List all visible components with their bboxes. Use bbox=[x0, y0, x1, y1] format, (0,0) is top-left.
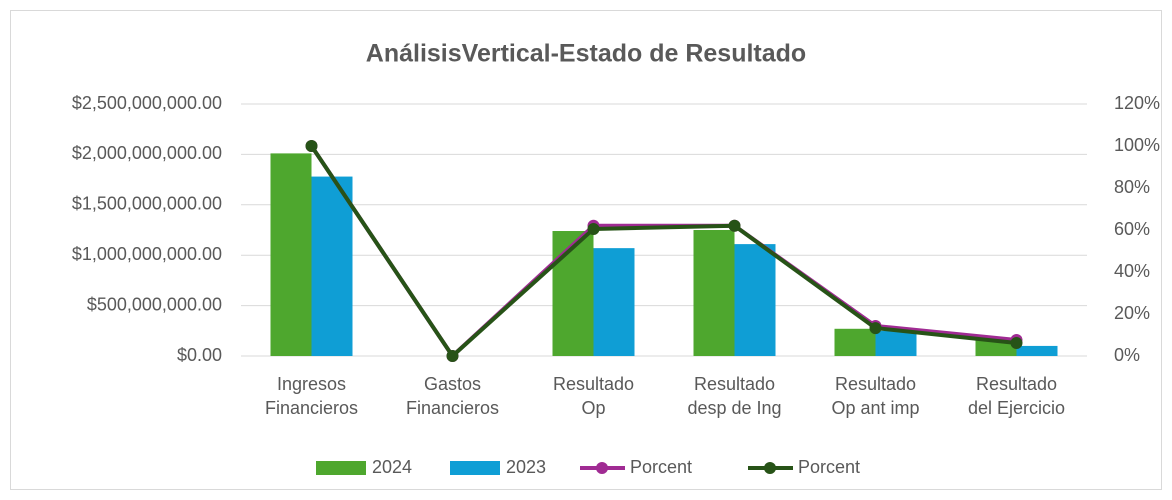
bar bbox=[311, 176, 353, 356]
bar bbox=[693, 230, 735, 356]
chart-title: AnálisisVertical-Estado de Resultado bbox=[366, 40, 806, 68]
bar bbox=[1016, 345, 1058, 356]
x-tick-label: Ingresos Financieros bbox=[264, 374, 359, 418]
bar bbox=[834, 328, 876, 356]
line-marker bbox=[446, 350, 459, 362]
bar bbox=[552, 231, 594, 356]
y-tick-label: $2,000,000,000.00 bbox=[72, 143, 222, 163]
line-marker bbox=[1010, 336, 1023, 349]
legend-swatch bbox=[450, 461, 500, 475]
legend-marker bbox=[764, 462, 776, 474]
y2-tick-label: 60% bbox=[1114, 219, 1150, 239]
line-marker bbox=[305, 140, 318, 152]
y-tick-label: $500,000,000.00 bbox=[87, 294, 222, 314]
x-tick-label: Resultado desp de Ing bbox=[687, 374, 782, 418]
y-tick-label: $1,000,000,000.00 bbox=[72, 244, 222, 264]
y2-tick-label: 80% bbox=[1114, 177, 1150, 197]
bar bbox=[734, 244, 776, 356]
legend-marker bbox=[596, 462, 608, 474]
x-tick-label: Gastos Financieros bbox=[405, 374, 500, 418]
line bbox=[309, 144, 1017, 358]
y-tick-label: $0.00 bbox=[177, 345, 222, 365]
legend-label: 2024 bbox=[372, 457, 412, 477]
bar bbox=[593, 248, 635, 356]
bar bbox=[270, 153, 312, 356]
legend-label: Porcent bbox=[630, 457, 692, 477]
legend-swatch bbox=[316, 461, 366, 475]
y2-tick-label: 40% bbox=[1114, 261, 1150, 281]
legend-label: 2023 bbox=[506, 457, 546, 477]
line-marker bbox=[587, 222, 600, 235]
y2-tick-label: 100% bbox=[1114, 135, 1160, 155]
x-tick-label: Resultado Op bbox=[552, 374, 635, 418]
line-marker bbox=[869, 322, 882, 335]
x-tick-label: Resultado del Ejercicio bbox=[967, 374, 1066, 418]
y-tick-label: $2,500,000,000.00 bbox=[72, 93, 222, 113]
line-marker bbox=[728, 219, 741, 232]
y2-tick-label: 20% bbox=[1114, 303, 1150, 323]
y2-tick-label: 120% bbox=[1114, 93, 1160, 113]
x-tick-label: Resultado Op ant imp bbox=[831, 374, 920, 418]
legend-label: Porcent bbox=[798, 457, 860, 477]
bar bbox=[875, 330, 917, 356]
y-tick-label: $1,500,000,000.00 bbox=[72, 194, 222, 214]
y2-tick-label: 0% bbox=[1114, 345, 1140, 365]
